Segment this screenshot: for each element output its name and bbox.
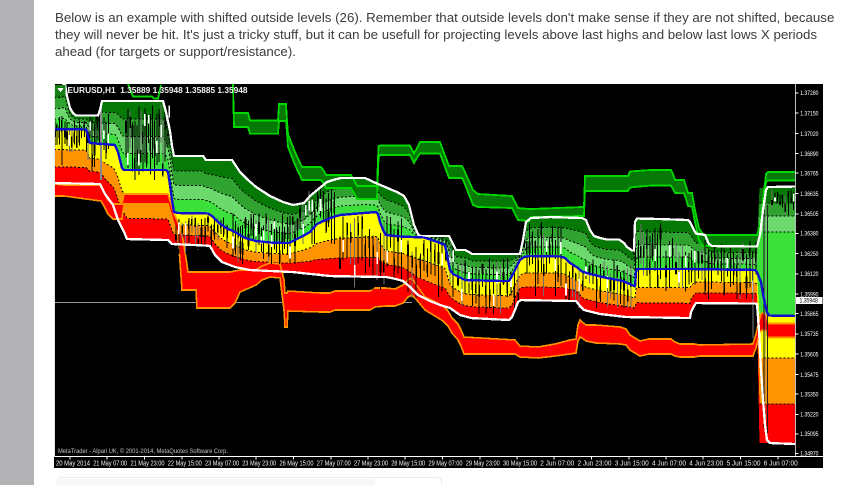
svg-text:1.35735: 1.35735: [800, 331, 819, 338]
svg-text:30 May 15:00: 30 May 15:00: [503, 461, 537, 468]
svg-text:1.35865: 1.35865: [800, 311, 819, 318]
svg-text:1.35605: 1.35605: [800, 352, 819, 359]
svg-text:1.35948: 1.35948: [800, 298, 819, 305]
svg-text:29 May 07:00: 29 May 07:00: [429, 461, 463, 468]
svg-text:4 Jun 23:00: 4 Jun 23:00: [689, 461, 723, 468]
svg-text:1.36890: 1.36890: [800, 151, 819, 158]
svg-text:1.36505: 1.36505: [800, 211, 819, 218]
svg-text:1.34970: 1.34970: [800, 451, 819, 458]
svg-text:29 May 23:00: 29 May 23:00: [466, 461, 500, 468]
svg-text:1.36250: 1.36250: [800, 251, 819, 258]
svg-text:21 May 07:00: 21 May 07:00: [93, 461, 127, 468]
svg-text:1.35475: 1.35475: [800, 372, 819, 379]
svg-text:1.36635: 1.36635: [800, 191, 819, 198]
svg-text:2 Jun 07:00: 2 Jun 07:00: [540, 461, 574, 468]
svg-text:27 May 23:00: 27 May 23:00: [354, 461, 388, 468]
svg-text:1.35350: 1.35350: [800, 391, 819, 398]
svg-text:3 Jun 15:00: 3 Jun 15:00: [615, 461, 649, 468]
svg-text:20 May 2014: 20 May 2014: [56, 461, 90, 468]
svg-text:1.35095: 1.35095: [800, 431, 819, 438]
svg-text:1.37020: 1.37020: [800, 131, 819, 138]
svg-text:1.35220: 1.35220: [800, 412, 819, 419]
svg-text:MetaTrader - Alpari UK, © 2001: MetaTrader - Alpari UK, © 2001-2014, Met…: [58, 448, 228, 455]
svg-text:1.36120: 1.36120: [800, 271, 819, 278]
svg-text:26 May 15:00: 26 May 15:00: [280, 461, 314, 468]
svg-text:2 Jun 23:00: 2 Jun 23:00: [578, 461, 612, 468]
svg-text:1.36765: 1.36765: [800, 171, 819, 178]
svg-text:22 May 15:00: 22 May 15:00: [168, 461, 202, 468]
svg-text:4 Jun 07:00: 4 Jun 07:00: [652, 461, 686, 468]
svg-text:1.37280: 1.37280: [800, 90, 819, 97]
svg-text:21 May 23:00: 21 May 23:00: [131, 461, 165, 468]
svg-text:1.36380: 1.36380: [800, 231, 819, 238]
svg-text:28 May 15:00: 28 May 15:00: [391, 461, 425, 468]
svg-text:5 Jun 15:00: 5 Jun 15:00: [727, 461, 761, 468]
svg-text:23 May 23:00: 23 May 23:00: [242, 461, 276, 468]
svg-text:27 May 07:00: 27 May 07:00: [317, 461, 351, 468]
svg-text:23 May 07:00: 23 May 07:00: [205, 461, 239, 468]
svg-text:1.37150: 1.37150: [800, 111, 819, 118]
svg-text:1.35990: 1.35990: [800, 291, 819, 298]
svg-text:EURUSD,H1 1.35889 1.35948 1.3: EURUSD,H1 1.35889 1.35948 1.35885 1.3594…: [68, 86, 249, 95]
svg-text:6 Jun 07:00: 6 Jun 07:00: [764, 461, 798, 468]
